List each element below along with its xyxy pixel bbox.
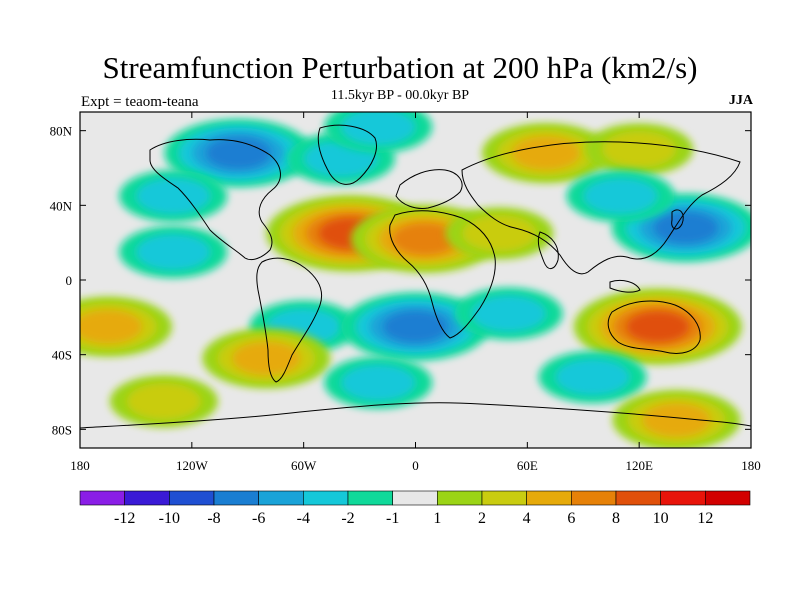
colorbar-label: -1 (386, 510, 399, 527)
colorbar-swatch (615, 490, 661, 506)
africa-coastline (389, 210, 496, 339)
contour-level--6 (206, 137, 271, 169)
y-tick-label: 0 (66, 273, 73, 288)
colorbar-swatch (124, 490, 170, 506)
contour-level--2 (136, 233, 211, 271)
contour-level-4 (511, 136, 580, 170)
x-tick-label: 120W (176, 458, 209, 473)
contour-feature-11 (119, 226, 228, 278)
colorbar-label: -2 (341, 510, 354, 527)
experiment-label: Expt = teaom-teana (81, 94, 199, 110)
colorbar-swatch (392, 490, 438, 506)
contour-level-6 (392, 223, 458, 255)
contour-level-2 (602, 131, 677, 168)
contour-feature-21 (612, 390, 741, 448)
x-tick-label: 60W (291, 458, 317, 473)
colorbar-label: -4 (297, 510, 310, 527)
contour-feature-1 (119, 170, 228, 222)
x-tick-label: 180 (70, 458, 90, 473)
maritime-continent-coastline (609, 279, 641, 293)
colorbar-label: -6 (252, 510, 265, 527)
coastlines (80, 124, 751, 429)
colorbar-label: 1 (433, 510, 441, 527)
colorbar-label: 8 (612, 510, 620, 527)
contour-feature-15 (573, 288, 742, 365)
contour-feature-20 (109, 375, 218, 428)
contour-feature-13 (341, 292, 490, 361)
y-tick-label: 40S (52, 348, 72, 363)
colorbar-swatch (258, 490, 304, 506)
colorbar-swatch (660, 490, 706, 506)
colorbar-swatch (571, 490, 617, 506)
contour-feature-0 (164, 119, 313, 188)
contour-feature-10 (566, 170, 675, 222)
contour-feature-14 (454, 287, 563, 340)
chart-subtitle: 11.5kyr BP - 00.0kyr BP (330, 88, 470, 103)
colorbar-swatch (526, 490, 572, 506)
contour-feature-17 (202, 328, 331, 389)
contour-feature-18 (324, 356, 433, 409)
contour-level-4 (232, 341, 301, 376)
north-america-coastline (149, 138, 281, 261)
y-axis: 80N 40N 0 40S 80S (50, 124, 751, 437)
australia-coastline (607, 300, 701, 354)
antarctica-coastline (80, 402, 751, 429)
south-america-coastline (256, 257, 323, 383)
contour-feature-8 (445, 207, 554, 260)
contour-level--6 (383, 310, 448, 343)
contour-level-4 (80, 310, 142, 344)
contour-level--2 (136, 177, 211, 215)
japan-coastline (671, 209, 684, 230)
colorbar-label: -10 (159, 510, 180, 527)
contour-level-4 (642, 403, 711, 437)
colorbar-swatch (705, 490, 751, 506)
colorbar-label: 10 (653, 510, 669, 527)
asia-coastline (461, 141, 741, 275)
contour-level--2 (583, 177, 658, 215)
contour-feature-3 (324, 112, 433, 153)
y-tick-label: 40N (50, 198, 73, 213)
colorbar-swatch (169, 490, 215, 506)
season-label: JJA (728, 93, 753, 108)
india-coastline (537, 231, 559, 269)
contour-feature-5 (585, 123, 694, 176)
colorbar-swatch (213, 490, 259, 506)
contour-fields (80, 112, 751, 448)
colorbar-swatch (303, 490, 349, 506)
colorbar-label: 4 (523, 510, 531, 527)
colorbar-label: -8 (207, 510, 220, 527)
colorbar-swatch (347, 490, 393, 506)
contour-level--2 (341, 112, 416, 146)
colorbar-label: 2 (478, 510, 486, 527)
contour-level--6 (653, 211, 719, 244)
greenland-coastline (317, 124, 377, 185)
chart-title: Streamfunction Perturbation at 200 hPa (… (102, 50, 698, 85)
x-tick-label: 120E (625, 458, 653, 473)
contour-feature-16 (80, 296, 172, 357)
contour-level-8 (626, 311, 689, 342)
contour-level--2 (471, 295, 546, 332)
colorbar-label: -12 (114, 510, 135, 527)
colorbar-swatch (481, 490, 527, 506)
y-tick-label: 80N (50, 124, 73, 139)
x-axis: 180 120W 60W 0 60E 120E 180 (70, 112, 761, 473)
x-tick-label: 0 (412, 458, 419, 473)
contour-level--2 (341, 364, 416, 401)
contour-feature-4 (481, 123, 610, 184)
europe-coastline (395, 169, 463, 209)
x-tick-label: 60E (517, 458, 538, 473)
colorbar: -12 -10 -8 -6 -4 -2 -1 1 2 4 6 8 10 12 (79, 490, 751, 527)
contour-level--2 (555, 358, 630, 396)
contour-level-2 (126, 383, 201, 420)
contour-feature-19 (538, 351, 647, 404)
colorbar-swatch (79, 490, 125, 506)
colorbar-swatch (437, 490, 483, 506)
x-tick-label: 180 (741, 458, 761, 473)
y-tick-label: 80S (52, 422, 72, 437)
colorbar-label: 12 (697, 510, 713, 527)
colorbar-label: 6 (567, 510, 575, 527)
contour-level-2 (462, 215, 537, 252)
